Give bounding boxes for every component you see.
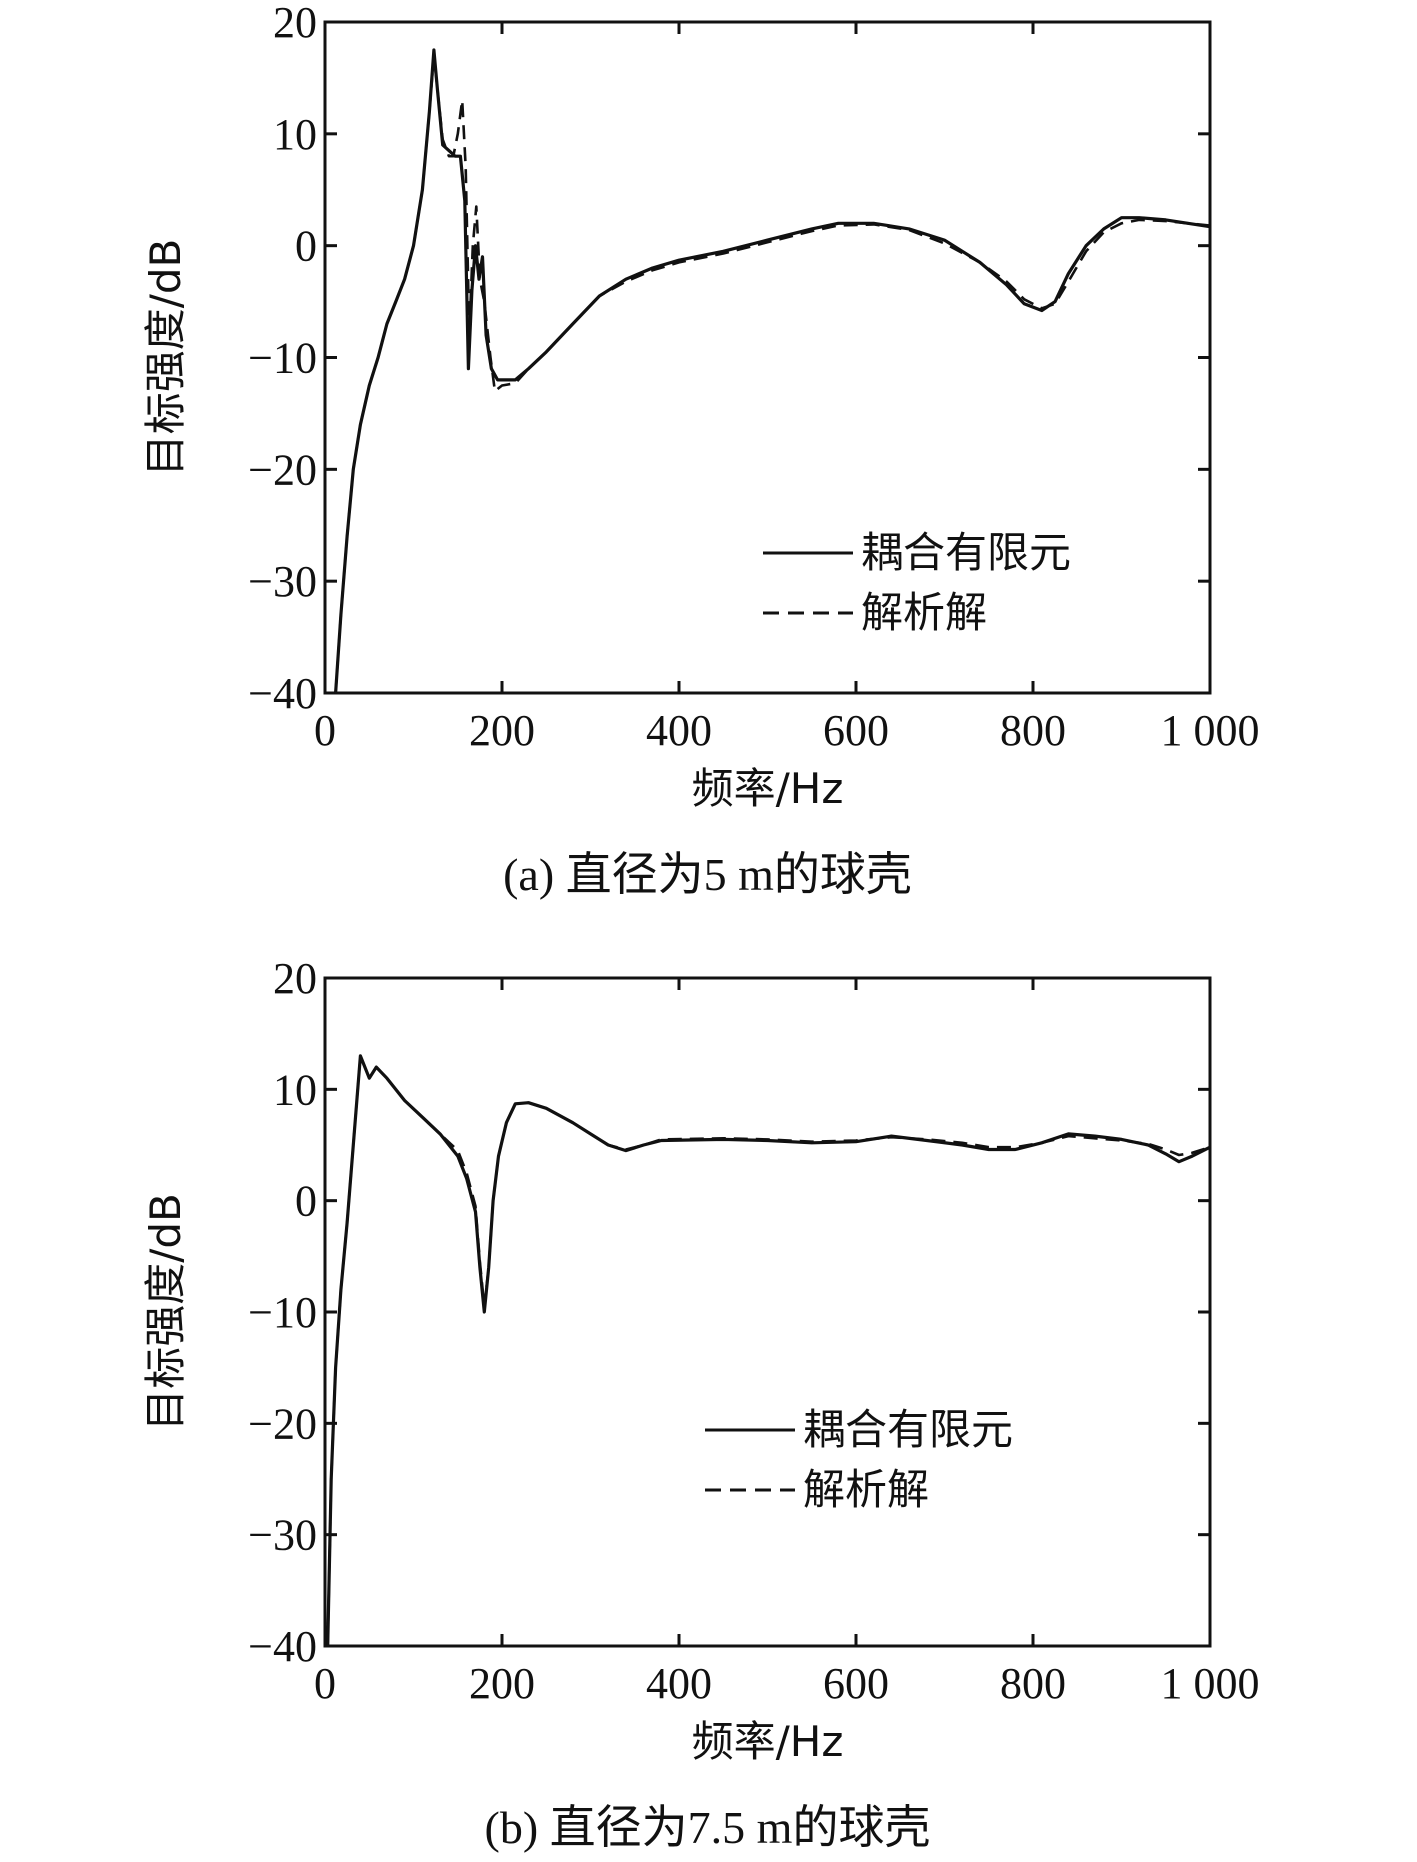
x-tick-label: 200	[469, 706, 535, 755]
y-tick-label: 10	[273, 110, 317, 159]
x-tick-label: 400	[646, 706, 712, 755]
y-tick-label: −30	[248, 1511, 317, 1560]
y-tick-label: 10	[273, 1065, 317, 1114]
series-line-2	[334, 54, 1211, 694]
figure-caption: (b) 直径为7.5 m的球壳	[485, 1802, 931, 1853]
series-line-2	[326, 1054, 1211, 1647]
y-tick-label: 20	[273, 0, 317, 47]
y-tick-label: 20	[273, 954, 317, 1003]
x-tick-label: 0	[314, 1659, 336, 1708]
x-tick-label: 600	[823, 1659, 889, 1708]
x-axis-title: 频率/Hz	[692, 764, 844, 813]
x-tick-label: 800	[1000, 1659, 1066, 1708]
x-tick-label: 400	[646, 1659, 712, 1708]
x-tick-label: 600	[823, 706, 889, 755]
y-tick-label: −10	[248, 334, 317, 383]
legend-label: 耦合有限元	[803, 1405, 1013, 1454]
x-tick-label: 800	[1000, 706, 1066, 755]
y-tick-label: 0	[295, 222, 317, 271]
y-tick-label: −10	[248, 1288, 317, 1337]
legend-label: 解析解	[803, 1465, 929, 1514]
x-tick-label: 0	[314, 706, 336, 755]
y-axis-title: 目标强度/dB	[141, 1193, 190, 1431]
plot-frame	[323, 976, 1212, 1648]
plot-frame	[323, 20, 1212, 695]
legend-label: 解析解	[861, 588, 987, 637]
x-tick-label: 1 000	[1161, 1659, 1260, 1708]
y-tick-label: −40	[248, 669, 317, 718]
x-tick-label: 200	[469, 1659, 535, 1708]
y-tick-label: −20	[248, 445, 317, 494]
legend-label: 耦合有限元	[861, 528, 1071, 577]
y-tick-label: 0	[295, 1177, 317, 1226]
series-line-1	[334, 48, 1211, 694]
x-axis-title: 频率/Hz	[692, 1717, 844, 1766]
y-tick-label: −20	[248, 1399, 317, 1448]
series-line-1	[326, 1054, 1211, 1647]
y-tick-label: −30	[248, 557, 317, 606]
x-tick-label: 1 000	[1161, 706, 1260, 755]
y-tick-label: −40	[248, 1622, 317, 1671]
y-axis-title: 目标强度/dB	[141, 239, 190, 477]
figure-caption: (a) 直径为5 m的球壳	[503, 849, 912, 900]
